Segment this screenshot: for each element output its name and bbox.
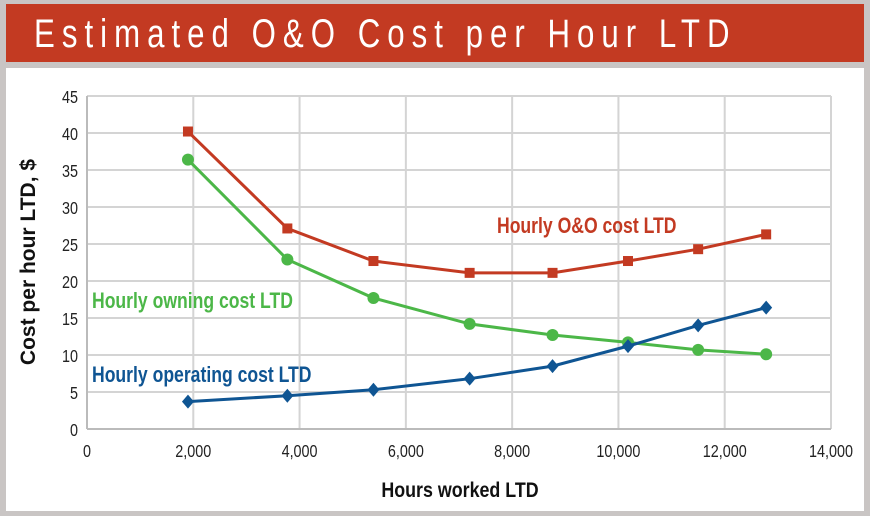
data-point-square [282, 223, 293, 234]
y-tick-label: 25 [62, 236, 78, 256]
data-point-circle [281, 253, 294, 266]
y-tick-label: 0 [70, 421, 78, 441]
data-point-diamond [621, 339, 634, 354]
series-line [186, 158, 767, 356]
data-point-diamond [281, 388, 294, 403]
tick-labels: 0 2,000 4,000 6,000 8,000 10,000 12,000 14,000 0… [62, 88, 853, 462]
chart-panel [6, 68, 864, 511]
data-point-square [464, 267, 475, 278]
x-tick-label: 10,000 [596, 442, 640, 462]
data-point-square [693, 244, 704, 255]
data-point-square [761, 229, 772, 240]
x-tick-label: 6,000 [388, 442, 424, 462]
data-point-diamond [181, 394, 194, 409]
x-tick-label: 0 [83, 442, 91, 462]
x-tick-label: 14,000 [809, 442, 853, 462]
data-point-square [547, 267, 558, 278]
data-point-diamond [760, 300, 773, 315]
data-point-square [182, 126, 193, 137]
y-tick-label: 15 [62, 310, 78, 330]
data-point-circle [463, 317, 476, 330]
data-point-square [622, 256, 633, 267]
x-tick-label: 4,000 [282, 442, 318, 462]
data-point-circle [760, 348, 773, 361]
y-tick-label: 10 [62, 347, 78, 367]
data-point-circle [367, 292, 380, 305]
data-point-circle [546, 329, 559, 342]
y-tick-label: 35 [62, 162, 78, 182]
y-tick-label: 45 [62, 88, 78, 108]
data-point-square [368, 256, 379, 267]
y-axis-label: Cost per hour LTD, $ [17, 159, 40, 365]
series-label-owning: Hourly owning cost LTD [92, 289, 293, 313]
chart-title: Estimated O&O Cost per Hour LTD [34, 12, 737, 56]
x-tick-label: 12,000 [703, 442, 747, 462]
data-point-circle [692, 343, 705, 356]
data-point-diamond [463, 371, 476, 386]
series-label-oo: Hourly O&O cost LTD [497, 214, 676, 238]
y-tick-label: 30 [62, 199, 78, 219]
series-lines [181, 126, 773, 409]
series-line [187, 306, 767, 404]
series-line [186, 130, 767, 275]
title-bar: Estimated O&O Cost per Hour LTD [6, 4, 864, 62]
y-tick-label: 40 [62, 125, 78, 145]
x-tick-label: 2,000 [175, 442, 211, 462]
data-point-diamond [692, 318, 705, 333]
x-axis-label: Hours worked LTD [381, 479, 538, 503]
y-tick-label: 20 [62, 273, 78, 293]
data-point-diamond [367, 382, 380, 397]
y-tick-label: 5 [70, 384, 78, 404]
data-point-diamond [546, 359, 559, 374]
data-point-circle [181, 153, 194, 166]
series-label-operating: Hourly operating cost LTD [92, 363, 312, 387]
x-tick-label: 8,000 [494, 442, 530, 462]
